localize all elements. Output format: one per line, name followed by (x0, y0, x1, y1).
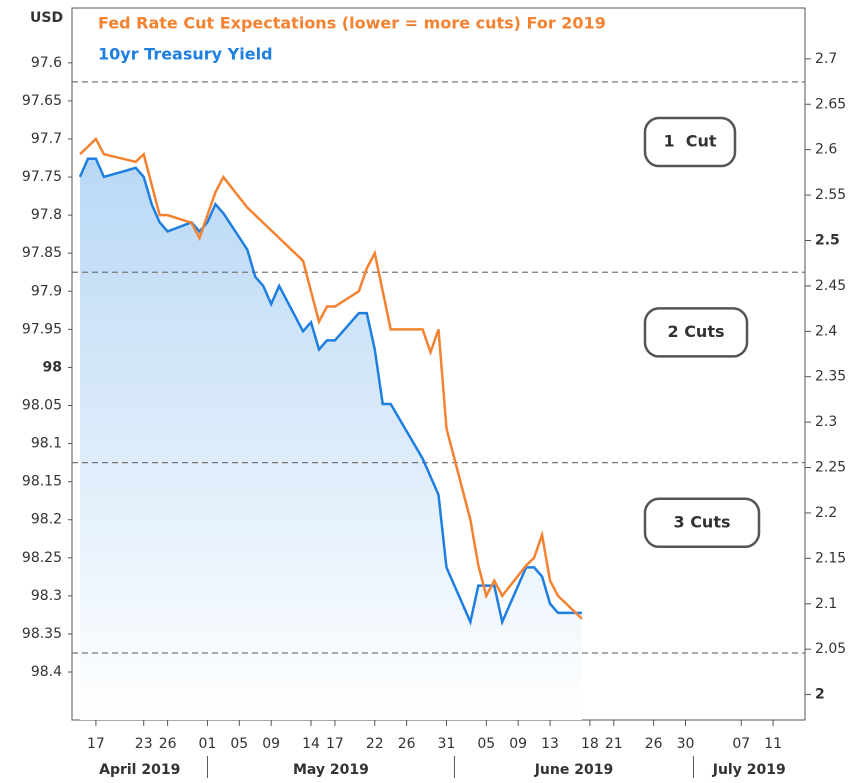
y-tick-label: 98.2 (31, 512, 62, 528)
y-tick-label: 98.3 (31, 588, 62, 604)
x-tick-label: 01 (199, 736, 217, 752)
x-tick-label: 26 (159, 736, 177, 752)
annotation: 2 Cuts (667, 322, 724, 341)
y-tick-label: 98.05 (22, 398, 62, 414)
legend-entry: Fed Rate Cut Expectations (lower = more … (98, 14, 606, 33)
y-tick-label: 98.25 (22, 550, 62, 566)
annotation: 3 Cuts (673, 512, 730, 531)
annotation-box (643, 307, 749, 358)
x-tick-label: 05 (477, 736, 495, 752)
y2-tick-label: 2.15 (815, 550, 846, 566)
x-tick-label: 18 (581, 736, 599, 752)
legend-entry: 10yr Treasury Yield (98, 45, 273, 64)
y-tick-label: 97.75 (22, 169, 62, 185)
y-tick-label: 98.1 (31, 436, 62, 452)
x-tick-label: 09 (509, 736, 527, 752)
x-tick-label: 07 (732, 736, 750, 752)
month-label: July 2019 (712, 762, 786, 778)
y2-tick-label: 2.7 (815, 51, 837, 67)
y2-tick-label: 2.45 (815, 278, 846, 294)
x-tick-label: 11 (764, 736, 782, 752)
series-line (79, 136, 583, 620)
y-axis-label: USD (30, 10, 63, 26)
y-tick-label: 98 (43, 359, 62, 375)
y2-tick-label: 2 (815, 687, 825, 703)
y2-tick-label: 2.6 (815, 142, 837, 158)
area (79, 158, 582, 720)
annotation-box (643, 497, 761, 549)
x-tick-label: 26 (398, 736, 416, 752)
x-tick-label: 14 (302, 736, 320, 752)
annotation-box (643, 116, 737, 168)
y2-tick-label: 2.65 (815, 96, 846, 112)
x-tick-label: 22 (366, 736, 384, 752)
y2-tick-label: 2.35 (815, 369, 846, 385)
y-tick-label: 98.4 (31, 664, 62, 680)
y-tick-label: 98.35 (22, 626, 62, 642)
x-tick-label: 05 (230, 736, 248, 752)
annotation: 1 Cut (663, 132, 716, 151)
y2-tick-label: 2.2 (815, 505, 837, 521)
x-tick-label: 13 (541, 736, 559, 752)
y2-tick-label: 2.3 (815, 414, 837, 430)
x-tick-label: 23 (135, 736, 153, 752)
y2-tick-label: 2.5 (815, 232, 840, 248)
x-tick-label: 21 (605, 736, 623, 752)
y-tick-label: 97.85 (22, 245, 62, 261)
month-label: May 2019 (293, 762, 369, 778)
y-tick-label: 97.65 (22, 93, 62, 109)
y-tick-label: 97.95 (22, 321, 62, 337)
month-label: June 2019 (534, 762, 613, 778)
y2-tick-label: 2.1 (815, 596, 837, 612)
x-tick-label: 17 (326, 736, 344, 752)
x-tick-label: 09 (262, 736, 280, 752)
y2-tick-label: 2.05 (815, 641, 846, 657)
y-tick-label: 97.7 (31, 131, 62, 147)
x-tick-label: 17 (87, 736, 105, 752)
x-tick-label: 30 (677, 736, 695, 752)
y2-tick-label: 2.25 (815, 460, 846, 476)
month-label: April 2019 (99, 762, 180, 778)
y-tick-label: 98.15 (22, 474, 62, 490)
x-tick-label: 26 (645, 736, 663, 752)
y2-tick-label: 2.4 (815, 323, 837, 339)
x-tick-label: 31 (438, 736, 456, 752)
y-tick-label: 97.6 (31, 55, 62, 71)
y-tick-label: 97.8 (31, 207, 62, 223)
y2-tick-label: 2.55 (815, 187, 846, 203)
y-tick-label: 97.9 (31, 283, 62, 299)
